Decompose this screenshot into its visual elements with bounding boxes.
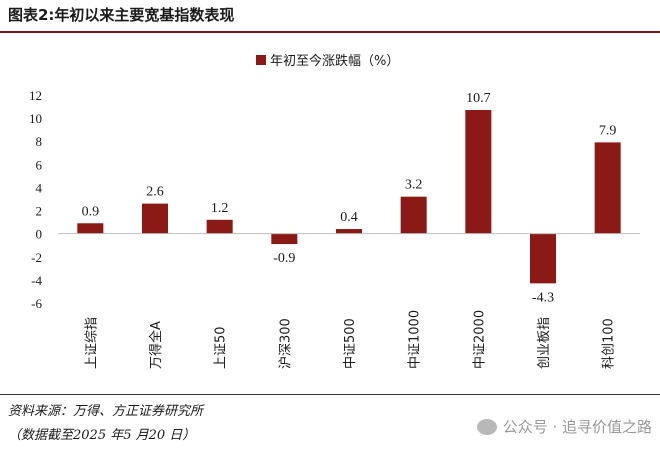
source-note: 资料来源：万得、方正证券研究所 [8, 404, 204, 419]
data-label: -0.9 [273, 251, 295, 266]
data-label: 0.9 [82, 204, 100, 219]
x-tick-label: 上证50 [214, 326, 229, 369]
x-tick-label: 沪深300 [277, 318, 293, 369]
bar [530, 233, 556, 284]
x-axis-labels: 上证综指 万得全A 上证50 沪深300 中证500 中证1000 中证2000 创业板指 科创… [84, 310, 616, 369]
bar [400, 196, 427, 234]
bar [271, 233, 298, 245]
data-label: 7.9 [599, 123, 617, 138]
y-tick-label: 0 [36, 227, 43, 242]
bar [336, 229, 362, 234]
data-label: 3.2 [405, 178, 423, 193]
bars [77, 110, 621, 284]
y-tick-label: -4 [31, 273, 42, 288]
wechat-icon [476, 418, 497, 435]
bar [206, 219, 233, 234]
data-label: 0.4 [340, 210, 358, 225]
y-tick-label: -2 [31, 250, 42, 265]
watermark: 公众号 · 追寻价值之路 [476, 416, 652, 437]
x-tick-label: 中证500 [343, 318, 358, 369]
x-tick-label: 科创100 [602, 318, 617, 369]
x-tick-label: 中证1000 [408, 310, 423, 369]
data-label: 2.6 [146, 185, 164, 200]
bar [594, 142, 621, 234]
y-axis: 12 10 8 6 4 2 0 -2 -4 -6 [29, 88, 43, 311]
watermark-text: 公众号 · 追寻价值之路 [502, 418, 652, 436]
x-tick-label: 万得全A [148, 321, 164, 369]
data-labels: 0.9 2.6 1.2 -0.9 0.4 3.2 10.7 -4.3 7.9 [82, 91, 617, 305]
x-tick-label: 创业板指 [537, 317, 552, 369]
legend-label: 年初至今涨跌幅（%） [270, 53, 399, 69]
y-tick-label: 8 [36, 134, 43, 149]
bar [142, 203, 168, 234]
y-tick-label: 6 [36, 157, 43, 172]
data-label: 10.7 [466, 91, 491, 106]
y-tick-label: 4 [36, 180, 43, 195]
legend-swatch [256, 55, 266, 65]
bar [77, 223, 104, 234]
y-tick-label: 12 [29, 88, 42, 103]
date-note: （数据截至2025 年5 月20 日） [8, 428, 196, 443]
top-rule [0, 31, 660, 33]
legend: 年初至今涨跌幅（%） [256, 53, 399, 69]
bar [465, 110, 492, 234]
bottom-rule [0, 394, 660, 395]
x-tick-label: 上证综指 [84, 317, 99, 369]
y-tick-label: 2 [36, 204, 43, 219]
x-tick-label: 中证2000 [472, 310, 487, 369]
data-label: -4.3 [532, 290, 554, 305]
bar-chart: 年初至今涨跌幅（%） 12 10 8 6 4 2 0 -2 -4 -6 0.9 2.6 1.2 -0.9… [29, 53, 640, 369]
y-tick-label: -6 [31, 296, 42, 311]
chart-title: 图表2:年初以来主要宽基指数表现 [8, 6, 235, 24]
data-label: 1.2 [211, 201, 229, 216]
y-tick-label: 10 [29, 111, 42, 126]
